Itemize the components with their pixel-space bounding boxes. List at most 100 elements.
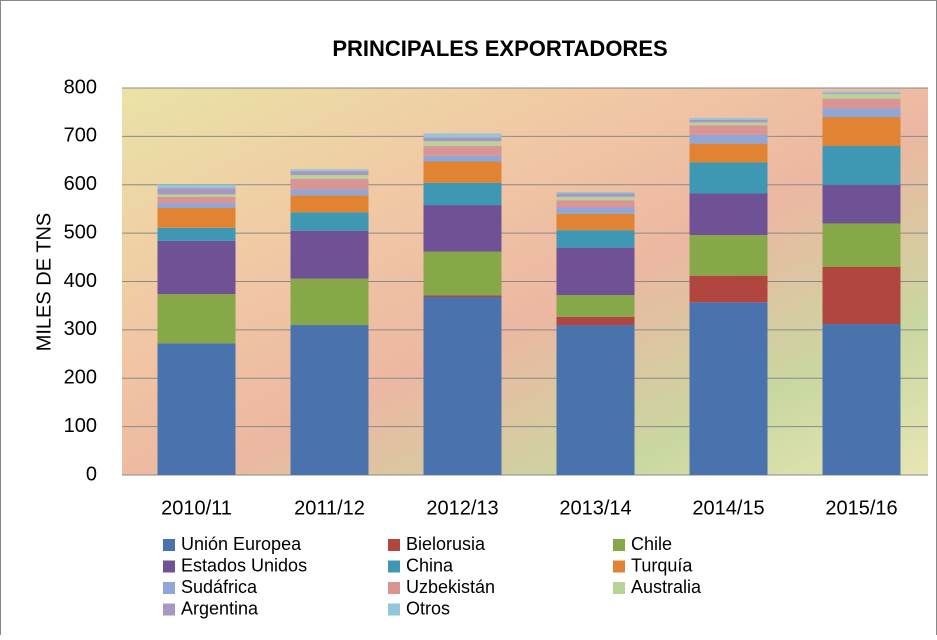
x-tick-label: 2010/11 [161, 497, 232, 519]
bar-segment [556, 295, 635, 317]
bar-segment [157, 294, 236, 344]
legend-swatch [163, 582, 175, 594]
bar-segment [689, 302, 768, 475]
bar-segment [290, 325, 369, 475]
y-tick-label: 600 [64, 173, 97, 195]
bar-segment [423, 141, 502, 147]
bar-segment [689, 193, 768, 236]
y-tick-label: 400 [64, 270, 97, 292]
legend-label: Otros [406, 598, 450, 618]
y-tick-label: 700 [64, 125, 97, 147]
bar-segment [822, 108, 901, 118]
bar-segment [556, 207, 635, 214]
x-tick-label: 2011/12 [294, 497, 365, 519]
bar-segment [423, 137, 502, 142]
bar-segment [157, 188, 236, 195]
x-tick-label: 2013/14 [559, 497, 631, 519]
bar-segment [157, 194, 236, 197]
y-tick-label: 300 [64, 318, 97, 340]
legend-swatch [163, 539, 175, 551]
bar-segment [423, 296, 502, 475]
y-tick-label: 500 [64, 221, 97, 243]
bar-segment [556, 316, 635, 326]
bar-segment [423, 146, 502, 156]
bar-segment [556, 325, 635, 475]
bar-segment [689, 125, 768, 135]
legend-swatch [163, 603, 175, 616]
y-tick-label: 100 [64, 415, 97, 437]
bar-segment [556, 200, 635, 208]
bar-segment [822, 266, 901, 325]
bar-segment [556, 192, 635, 194]
bar-segment [689, 134, 768, 144]
legend-label: Estados Unidos [181, 555, 307, 575]
chart-title: PRINCIPALES EXPORTADORES [332, 36, 667, 61]
legend-swatch [613, 539, 625, 551]
bar-segment [689, 143, 768, 163]
x-tick-label: 2014/15 [692, 497, 764, 519]
bar-segment [689, 119, 768, 123]
bar-segment [822, 93, 901, 99]
bar-segment [822, 184, 901, 224]
bar-segment [556, 196, 635, 201]
legend-swatch [613, 560, 625, 573]
bar-segment [689, 275, 768, 303]
bar-segment [290, 171, 369, 176]
bar-segment [423, 295, 502, 297]
legend-label: Unión Europea [181, 534, 302, 554]
bar-segment [290, 195, 369, 213]
bar-segment [822, 223, 901, 267]
bar-segment [556, 230, 635, 248]
legend-swatch [388, 560, 400, 573]
bar-segment [290, 175, 369, 179]
legend-swatch [388, 582, 400, 594]
bar-segment [822, 98, 901, 109]
bar-segment [157, 184, 236, 189]
bar-segment [822, 117, 901, 147]
bar-segment [290, 189, 369, 196]
legend-label: Sudáfrica [181, 577, 258, 597]
bar-segment [290, 212, 369, 231]
legend-swatch [613, 582, 625, 594]
bar-segment [556, 213, 635, 231]
y-tick-label: 200 [64, 367, 97, 389]
bar-segment [423, 182, 502, 206]
legend-label: Chile [631, 534, 672, 554]
bar-segment [822, 146, 901, 185]
bar-segment [423, 133, 502, 138]
bar-segment [689, 235, 768, 276]
x-tick-label: 2012/13 [426, 497, 498, 519]
bar-segment [822, 324, 901, 475]
bar-segment [290, 169, 369, 172]
bar-segment [423, 205, 502, 252]
x-tick-label: 2015/16 [825, 497, 897, 519]
y-tick-label: 0 [86, 463, 97, 485]
bar-segment [423, 155, 502, 162]
bar-segment [290, 278, 369, 326]
bar-segment [822, 91, 901, 93]
bar-segment [556, 247, 635, 296]
bar-segment [822, 92, 901, 94]
bar-segment [157, 207, 236, 228]
legend-label: Australia [631, 577, 702, 597]
bar-segment [157, 203, 236, 208]
bar-segment [423, 161, 502, 183]
bar-segment [290, 230, 369, 279]
y-axis-label: MILES DE TNS [33, 213, 55, 352]
legend-swatch [163, 560, 175, 573]
bar-segment [157, 227, 236, 241]
bar-segment [556, 193, 635, 197]
legend-label: Bielorusia [406, 534, 486, 554]
legend-swatch [388, 539, 400, 551]
legend-label: Argentina [181, 598, 259, 618]
legend-label: Uzbekistán [406, 577, 495, 597]
bar-segment [689, 122, 768, 126]
y-tick-label: 800 [64, 76, 97, 98]
bar-segment [157, 196, 236, 204]
legend-label: China [406, 555, 454, 575]
bar-segment [290, 178, 369, 190]
legend-label: Turquía [631, 555, 693, 575]
legend-swatch [388, 603, 400, 616]
bar-segment [157, 240, 236, 295]
bar-segment [689, 117, 768, 120]
